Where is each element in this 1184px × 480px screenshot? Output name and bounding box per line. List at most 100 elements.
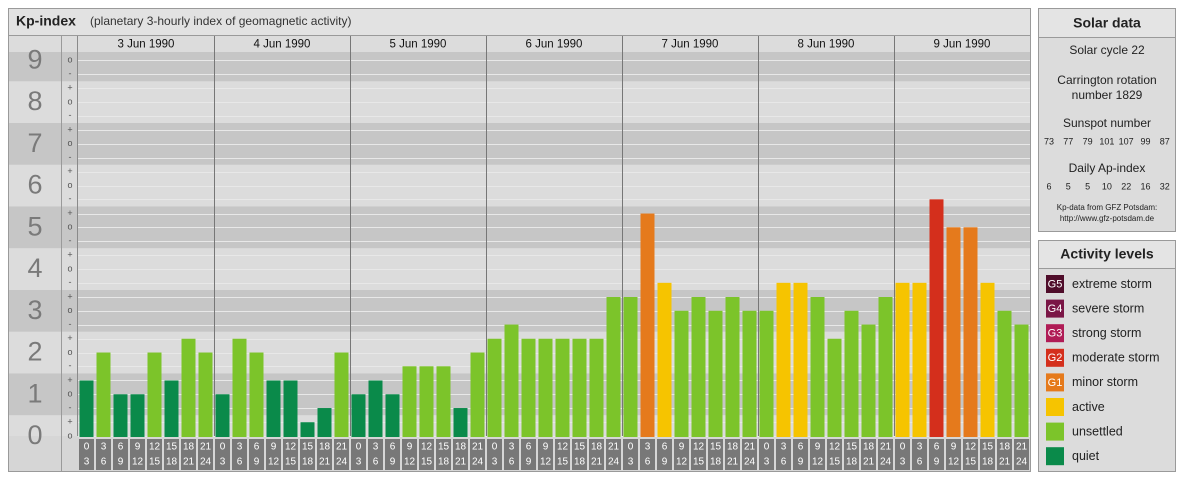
y-minor-label: o: [67, 263, 72, 273]
bar: [436, 366, 451, 437]
slot-end: 6: [917, 457, 923, 468]
band: [9, 415, 1030, 436]
slot-start: 18: [591, 442, 603, 453]
slot-box: [249, 439, 264, 470]
y-tick-label: 3: [27, 295, 42, 325]
slot-start: 0: [220, 442, 226, 453]
slot-box: [538, 439, 553, 470]
slot-box: [181, 439, 196, 470]
bar: [963, 227, 978, 437]
slot-start: 21: [336, 442, 348, 453]
slot-end: 24: [1016, 457, 1028, 468]
slot-end: 24: [608, 457, 620, 468]
ap-title: Daily Ap-index: [1069, 161, 1146, 175]
slot-start: 15: [438, 442, 450, 453]
bar: [691, 297, 706, 437]
slot-end: 3: [84, 457, 90, 468]
bar: [827, 338, 842, 437]
y-tick-label: 5: [27, 211, 42, 241]
legend-code: G5: [1048, 278, 1063, 290]
slot-end: 15: [149, 457, 161, 468]
legend-label: strong storm: [1072, 326, 1141, 340]
slot-end: 9: [934, 457, 940, 468]
y-minor-label: -: [69, 110, 72, 120]
slot-start: 15: [710, 442, 722, 453]
legend-label: moderate storm: [1072, 351, 1160, 365]
slot-box: [504, 439, 519, 470]
y-minor-label: o: [67, 305, 72, 315]
source-note: Kp-data from GFZ Potsdam:: [1057, 203, 1157, 212]
y-minor-label: -: [69, 319, 72, 329]
y-minor-label: -: [69, 361, 72, 371]
slot-end: 15: [285, 457, 297, 468]
plot: 0123456789o+-o+-o+-o+-o+-o+-o+-o+-o+-o3 …: [9, 36, 1030, 471]
bar: [538, 338, 553, 437]
slot-box: [232, 439, 247, 470]
legend-swatch: [1046, 324, 1064, 343]
slot-end: 12: [132, 457, 144, 468]
legend-swatch: [1046, 422, 1064, 441]
legend-swatch: [1046, 348, 1064, 367]
bar: [164, 380, 179, 437]
bar: [980, 282, 995, 437]
slot-start: 12: [421, 442, 433, 453]
slot-start: 3: [509, 442, 515, 453]
slot-start: 3: [917, 442, 923, 453]
band: [9, 122, 1030, 165]
y-minor-label: o: [67, 55, 72, 65]
slot-end: 12: [948, 457, 960, 468]
slot-start: 3: [101, 442, 107, 453]
date-label: 7 Jun 1990: [662, 39, 719, 51]
chart-subtitle: (planetary 3-hourly index of geomagnetic…: [90, 14, 351, 28]
y-minor-label: o: [67, 96, 72, 106]
slot-box: [436, 439, 451, 470]
y-tick-label: 7: [27, 128, 42, 158]
bar: [79, 380, 94, 437]
bar: [606, 297, 621, 437]
slot-start: 18: [727, 442, 739, 453]
ap-index: 6: [1046, 181, 1051, 191]
bar: [589, 338, 604, 437]
slot-start: 18: [183, 442, 195, 453]
slot-end: 18: [710, 457, 722, 468]
legend-code: G2: [1048, 352, 1063, 364]
bar: [810, 297, 825, 437]
legend-swatch: [1046, 275, 1064, 293]
bar: [215, 394, 230, 437]
slot-start: 15: [302, 442, 314, 453]
slot-end: 18: [574, 457, 586, 468]
slot-box: [419, 439, 434, 470]
slot-start: 6: [934, 442, 940, 453]
slot-box: [759, 439, 774, 470]
bar: [402, 366, 417, 437]
slot-box: [198, 439, 213, 470]
slot-end: 3: [628, 457, 634, 468]
slot-box: [963, 439, 978, 470]
bar: [555, 338, 570, 437]
slot-start: 21: [200, 442, 212, 453]
slot-box: [827, 439, 842, 470]
slot-end: 15: [965, 457, 977, 468]
slot-end: 18: [846, 457, 858, 468]
bar: [487, 338, 502, 437]
slot-end: 15: [829, 457, 841, 468]
slot-start: 12: [285, 442, 297, 453]
slot-box: [776, 439, 791, 470]
y-minor-label: -: [69, 277, 72, 287]
slot-start: 0: [356, 442, 362, 453]
slot-end: 12: [676, 457, 688, 468]
legend-code: G1: [1048, 377, 1063, 389]
slot-end: 9: [662, 457, 668, 468]
slot-box: [351, 439, 366, 470]
bar: [895, 282, 910, 437]
slot-end: 6: [237, 457, 243, 468]
bar: [759, 310, 774, 437]
slot-box: [657, 439, 672, 470]
slot-start: 3: [645, 442, 651, 453]
bar: [181, 338, 196, 437]
band: [9, 164, 1030, 207]
slot-box: [521, 439, 536, 470]
y-minor-label: -: [69, 68, 72, 78]
y-tick-label: 9: [27, 44, 42, 74]
slot-box: [572, 439, 587, 470]
